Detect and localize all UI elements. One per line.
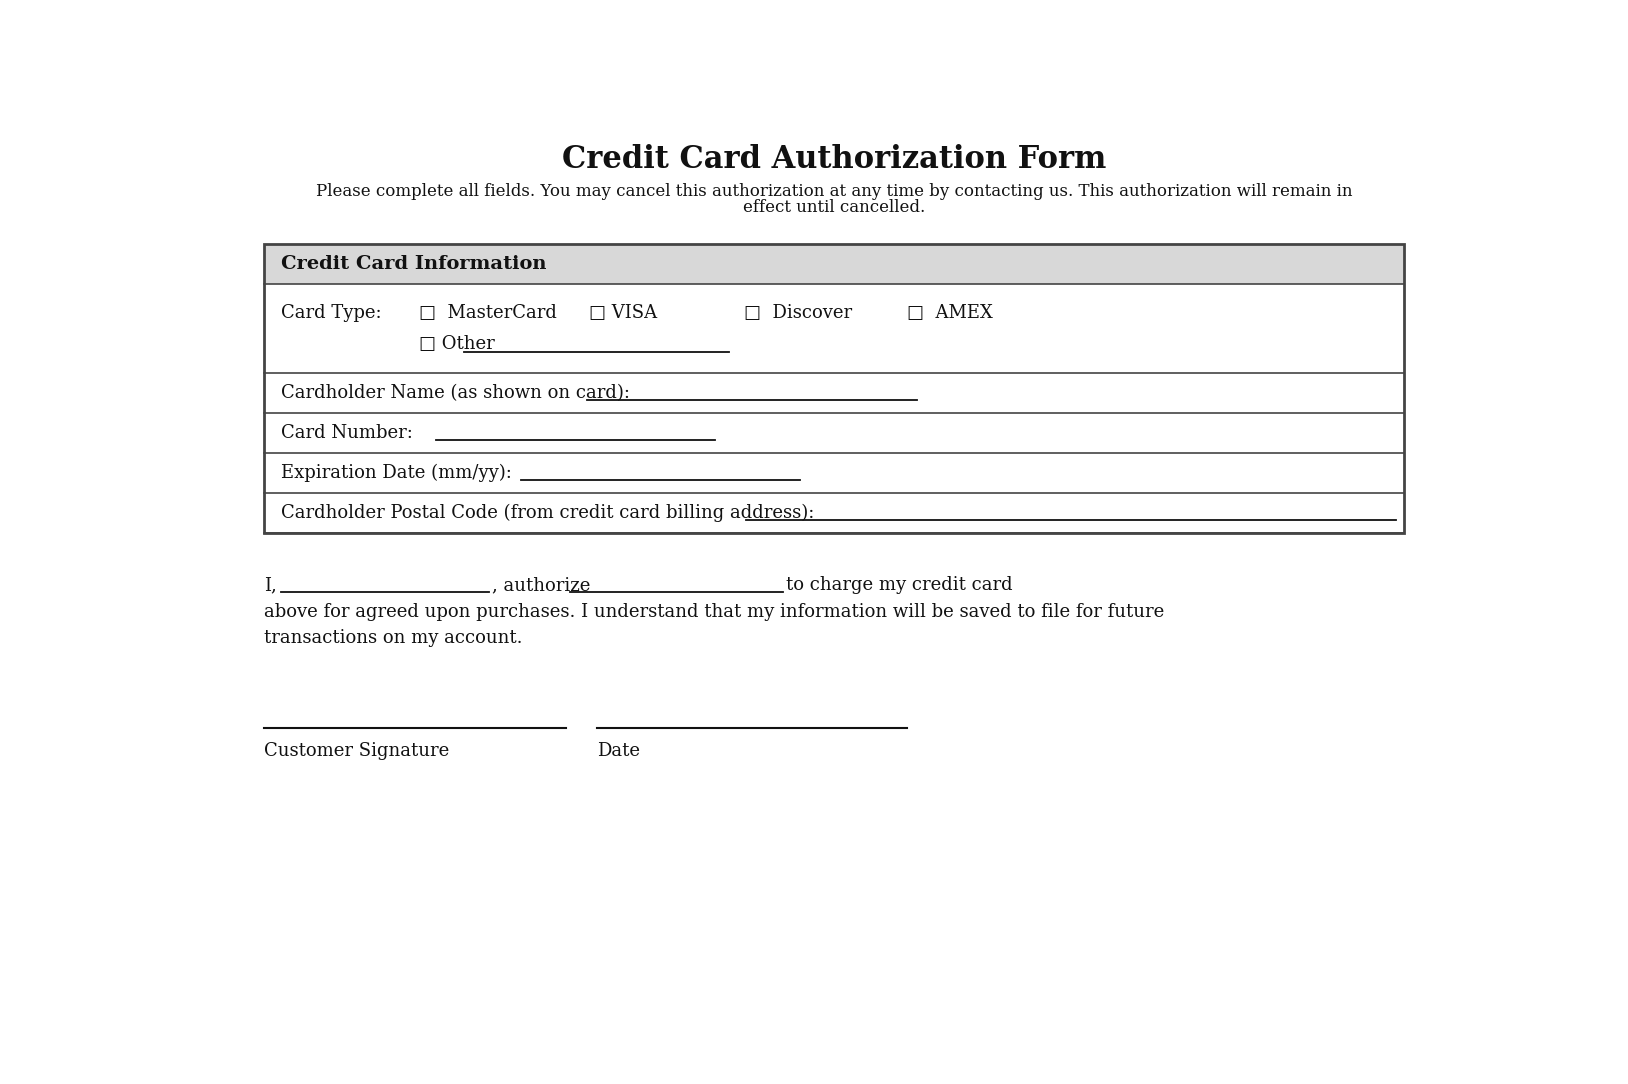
Text: Please complete all fields. You may cancel this authorization at any time by con: Please complete all fields. You may canc…	[316, 183, 1353, 201]
Text: Card Number:: Card Number:	[282, 424, 418, 441]
Text: □ Other: □ Other	[418, 335, 495, 353]
Text: Card Type:: Card Type:	[282, 305, 381, 322]
Text: Expiration Date (mm/yy):: Expiration Date (mm/yy):	[282, 464, 518, 482]
Text: Credit Card Authorization Form: Credit Card Authorization Form	[562, 144, 1107, 175]
Text: Cardholder Postal Code (from credit card billing address):: Cardholder Postal Code (from credit card…	[282, 504, 821, 521]
Text: above for agreed upon purchases. I understand that my information will be saved : above for agreed upon purchases. I under…	[264, 603, 1164, 621]
Text: □  AMEX: □ AMEX	[907, 305, 993, 322]
Text: I,: I,	[264, 577, 277, 594]
Text: Cardholder Name (as shown on card):: Cardholder Name (as shown on card):	[282, 384, 637, 402]
Text: to charge my credit card: to charge my credit card	[786, 577, 1013, 594]
Text: effect until cancelled.: effect until cancelled.	[744, 198, 925, 216]
Text: Date: Date	[597, 741, 640, 760]
Bar	[264, 244, 1403, 284]
Text: transactions on my account.: transactions on my account.	[264, 629, 523, 646]
Bar	[264, 244, 1403, 533]
Text: Customer Signature: Customer Signature	[264, 741, 449, 760]
Text: Credit Card Information: Credit Card Information	[282, 255, 547, 273]
Text: , authorize: , authorize	[492, 577, 591, 594]
Text: □  MasterCard: □ MasterCard	[418, 305, 557, 322]
Text: □  Discover: □ Discover	[744, 305, 853, 322]
Text: □ VISA: □ VISA	[589, 305, 658, 322]
